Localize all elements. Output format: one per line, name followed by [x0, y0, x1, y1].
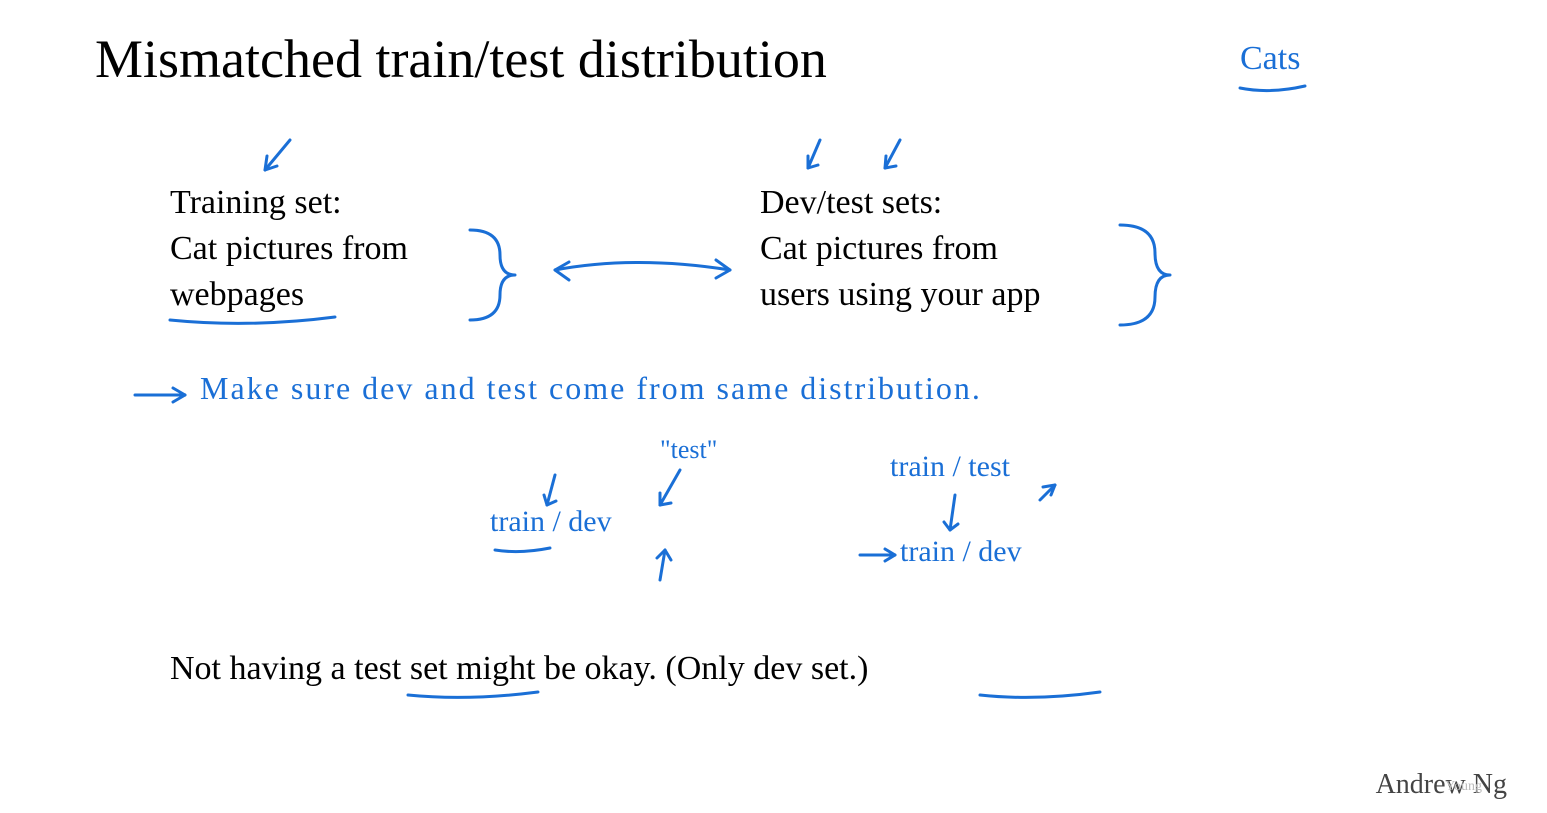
training-set-block: Training set: Cat pictures from webpages — [170, 180, 408, 318]
handwritten-train-dev-1: train / dev — [490, 505, 612, 539]
training-set-line2: webpages — [170, 272, 408, 318]
handwritten-corner-label: Cats — [1240, 40, 1300, 78]
handwritten-train-test: train / test — [890, 450, 1010, 484]
training-set-line1: Cat pictures from — [170, 226, 408, 272]
devtest-set-line1: Cat pictures from — [760, 226, 1040, 272]
training-set-heading: Training set: — [170, 180, 408, 226]
slide-title: Mismatched train/test distribution — [95, 28, 827, 90]
devtest-set-block: Dev/test sets: Cat pictures from users u… — [760, 180, 1040, 318]
handwritten-test-label: "test" — [660, 435, 717, 465]
devtest-set-heading: Dev/test sets: — [760, 180, 1040, 226]
devtest-set-line2: users using your app — [760, 272, 1040, 318]
handwritten-train-dev-2: train / dev — [900, 535, 1022, 569]
bottom-note: Not having a test set might be okay. (On… — [170, 650, 868, 688]
handwritten-main-note: Make sure dev and test come from same di… — [200, 370, 982, 407]
watermark-label: Young — [1445, 779, 1482, 795]
author-label: Andrew Ng — [1376, 769, 1507, 801]
